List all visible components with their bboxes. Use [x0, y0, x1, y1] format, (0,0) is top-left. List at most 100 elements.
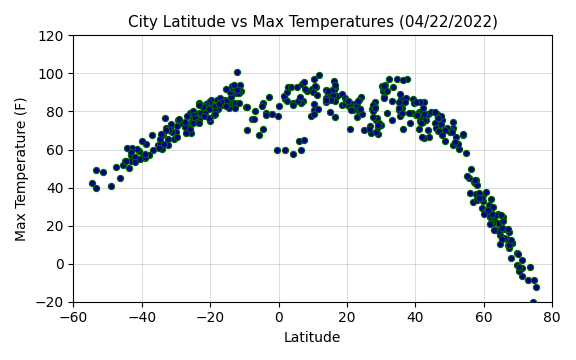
- Point: [359, 127, 369, 133]
- Point: [329, 87, 339, 93]
- Point: [206, 118, 215, 123]
- Point: [502, 236, 511, 242]
- Point: [331, 98, 340, 104]
- Point: [210, 108, 219, 114]
- Point: [327, 97, 336, 103]
- Point: [312, 93, 321, 98]
- Point: [417, 112, 426, 117]
- Point: [388, 98, 397, 104]
- Point: [434, 115, 443, 121]
- Point: [324, 94, 334, 100]
- Point: [414, 110, 423, 116]
- Point: [154, 145, 164, 151]
- Point: [88, 180, 97, 185]
- Point: [395, 91, 404, 96]
- Point: [192, 117, 202, 123]
- Point: [400, 99, 409, 104]
- Point: [187, 118, 196, 124]
- Point: [127, 155, 137, 161]
- Point: [486, 196, 495, 202]
- Point: [215, 101, 224, 107]
- Point: [200, 111, 210, 116]
- Point: [379, 85, 388, 91]
- Point: [440, 127, 449, 133]
- Point: [517, 257, 526, 263]
- Point: [205, 106, 214, 112]
- Y-axis label: Max Temperature (F): Max Temperature (F): [15, 96, 29, 241]
- Point: [289, 151, 298, 157]
- Point: [161, 115, 170, 121]
- Point: [233, 87, 242, 93]
- Point: [438, 132, 447, 138]
- Point: [187, 130, 196, 135]
- Point: [161, 127, 170, 133]
- Point: [487, 211, 496, 217]
- Point: [499, 214, 508, 220]
- Point: [343, 98, 353, 104]
- Point: [293, 98, 302, 103]
- Point: [221, 98, 230, 104]
- Point: [366, 130, 376, 136]
- Point: [423, 127, 433, 133]
- Point: [158, 131, 168, 137]
- Point: [397, 111, 407, 116]
- Point: [126, 152, 135, 158]
- Point: [185, 126, 195, 132]
- Point: [210, 103, 219, 109]
- Point: [234, 100, 244, 106]
- Point: [373, 131, 382, 137]
- Point: [415, 99, 424, 105]
- Point: [230, 82, 239, 87]
- Point: [255, 132, 264, 138]
- Point: [503, 242, 513, 247]
- Point: [306, 113, 316, 118]
- Point: [161, 125, 170, 131]
- Point: [368, 108, 377, 114]
- Point: [157, 131, 166, 137]
- Point: [489, 228, 498, 233]
- Point: [228, 85, 237, 91]
- Point: [494, 220, 503, 226]
- Point: [230, 85, 239, 91]
- Point: [397, 105, 406, 111]
- Point: [281, 147, 290, 153]
- Point: [299, 79, 308, 85]
- Point: [349, 101, 358, 107]
- Point: [314, 107, 323, 112]
- Point: [515, 264, 524, 270]
- Point: [310, 107, 319, 113]
- Point: [235, 82, 244, 88]
- Point: [379, 85, 388, 91]
- Point: [458, 131, 468, 137]
- Point: [472, 195, 482, 201]
- Point: [198, 104, 207, 110]
- Point: [382, 88, 392, 94]
- Point: [328, 93, 338, 98]
- Point: [312, 84, 321, 90]
- Point: [236, 88, 245, 94]
- Point: [225, 89, 234, 95]
- Point: [493, 211, 502, 217]
- Point: [497, 212, 506, 217]
- Point: [300, 138, 309, 143]
- Point: [215, 95, 225, 101]
- Point: [513, 250, 522, 256]
- Point: [181, 124, 190, 130]
- Point: [479, 211, 488, 217]
- Point: [417, 108, 426, 114]
- Point: [163, 136, 172, 141]
- Point: [348, 107, 358, 113]
- Point: [181, 119, 190, 125]
- Point: [507, 240, 516, 246]
- Point: [156, 136, 165, 142]
- Point: [372, 129, 381, 135]
- Point: [214, 106, 223, 112]
- Point: [503, 226, 513, 232]
- Point: [492, 227, 501, 233]
- Point: [434, 128, 444, 134]
- Point: [164, 142, 173, 148]
- Point: [495, 232, 504, 238]
- Point: [369, 107, 378, 112]
- Point: [442, 125, 452, 131]
- Point: [408, 96, 418, 102]
